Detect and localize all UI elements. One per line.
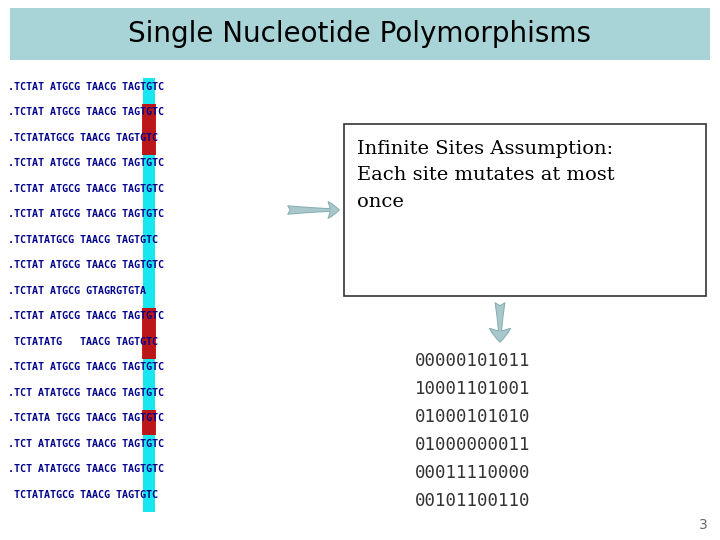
Text: 01000101010: 01000101010 bbox=[415, 408, 531, 426]
Text: .TCTATATGCG TAACG TAGTGTC: .TCTATATGCG TAACG TAGTGTC bbox=[8, 133, 158, 143]
Text: .TCTAT ATGCG GTAGRGTGTA: .TCTAT ATGCG GTAGRGTGTA bbox=[8, 286, 146, 296]
Bar bbox=[142, 333, 156, 359]
Text: .TCT ATATGCG TAACG TAGTGTC: .TCT ATATGCG TAACG TAGTGTC bbox=[8, 439, 164, 449]
Bar bbox=[142, 307, 156, 333]
Bar bbox=[142, 129, 156, 154]
Text: .TCTAT ATGCG TAACG TAGTGTC: .TCTAT ATGCG TAACG TAGTGTC bbox=[8, 158, 164, 168]
Bar bbox=[10, 8, 710, 60]
Text: Infinite Sites Assumption:
Each site mutates at most
once: Infinite Sites Assumption: Each site mut… bbox=[357, 140, 615, 211]
Text: 00011110000: 00011110000 bbox=[415, 464, 531, 482]
FancyBboxPatch shape bbox=[344, 124, 706, 296]
Text: .TCTATATGCG TAACG TAGTGTC: .TCTATATGCG TAACG TAGTGTC bbox=[8, 235, 158, 245]
Text: .TCTAT ATGCG TAACG TAGTGTC: .TCTAT ATGCG TAACG TAGTGTC bbox=[8, 210, 164, 219]
Text: TCTATATG   TAACG TAGTGTC: TCTATATG TAACG TAGTGTC bbox=[8, 337, 158, 347]
Text: 00000101011: 00000101011 bbox=[415, 352, 531, 370]
Text: 10001101001: 10001101001 bbox=[415, 380, 531, 398]
Text: 01000000011: 01000000011 bbox=[415, 436, 531, 454]
Bar bbox=[142, 409, 156, 435]
Text: TCTATATGCG TAACG TAGTGTC: TCTATATGCG TAACG TAGTGTC bbox=[8, 490, 158, 500]
Text: Single Nucleotide Polymorphisms: Single Nucleotide Polymorphisms bbox=[128, 20, 592, 48]
Text: .TCTAT ATGCG TAACG TAGTGTC: .TCTAT ATGCG TAACG TAGTGTC bbox=[8, 107, 164, 117]
Text: .TCT ATATGCG TAACG TAGTGTC: .TCT ATATGCG TAACG TAGTGTC bbox=[8, 464, 164, 474]
Text: .TCTAT ATGCG TAACG TAGTGTC: .TCTAT ATGCG TAACG TAGTGTC bbox=[8, 184, 164, 194]
Text: 00101100110: 00101100110 bbox=[415, 492, 531, 510]
Text: .TCTAT ATGCG TAACG TAGTGTC: .TCTAT ATGCG TAACG TAGTGTC bbox=[8, 260, 164, 271]
Text: .TCTAT ATGCG TAACG TAGTGTC: .TCTAT ATGCG TAACG TAGTGTC bbox=[8, 312, 164, 321]
Text: .TCTAT ATGCG TAACG TAGTGTC: .TCTAT ATGCG TAACG TAGTGTC bbox=[8, 362, 164, 372]
Text: 3: 3 bbox=[699, 518, 708, 532]
Bar bbox=[143, 78, 155, 511]
Text: .TCTATA TGCG TAACG TAGTGTC: .TCTATA TGCG TAACG TAGTGTC bbox=[8, 413, 164, 423]
Bar bbox=[142, 104, 156, 129]
Text: .TCTAT ATGCG TAACG TAGTGTC: .TCTAT ATGCG TAACG TAGTGTC bbox=[8, 82, 164, 92]
Text: .TCT ATATGCG TAACG TAGTGTC: .TCT ATATGCG TAACG TAGTGTC bbox=[8, 388, 164, 398]
